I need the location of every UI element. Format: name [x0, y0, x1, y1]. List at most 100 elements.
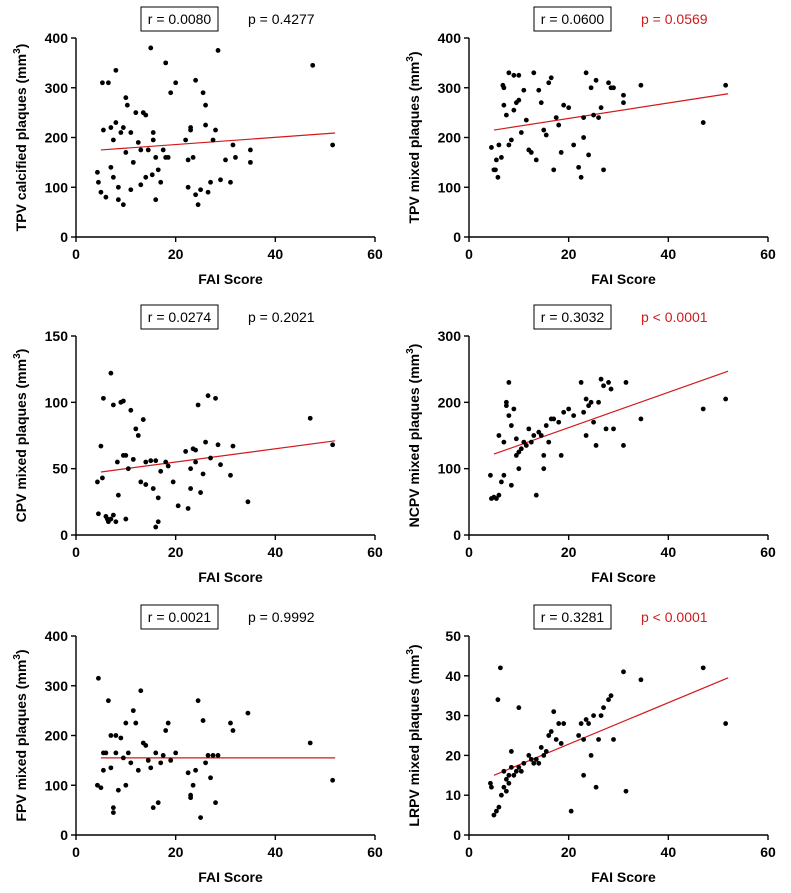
x-tick-label: 60 [760, 844, 776, 860]
regression-line [493, 93, 729, 131]
data-point [124, 102, 130, 108]
x-tick-label: 40 [268, 246, 284, 262]
y-tick-label: 40 [445, 668, 461, 684]
x-tick-label: 20 [561, 246, 577, 262]
data-point [168, 757, 174, 763]
data-point [526, 753, 532, 758]
data-point [115, 197, 121, 203]
data-point [193, 459, 199, 465]
data-point [153, 155, 159, 160]
data-point [583, 396, 589, 402]
r-value-box [533, 6, 612, 32]
data-point [150, 805, 156, 811]
y-tick-label: 200 [438, 394, 462, 410]
x-tick-label: 40 [661, 544, 677, 560]
data-point [228, 179, 233, 185]
data-point [98, 785, 104, 791]
data-point [508, 423, 514, 428]
y-tick-label: 300 [438, 80, 462, 96]
data-point [621, 669, 626, 675]
data-point [611, 737, 616, 742]
data-point [513, 768, 519, 774]
data-point [516, 466, 522, 472]
data-point [518, 446, 524, 452]
data-point [611, 426, 616, 432]
x-tick-label: 0 [72, 844, 80, 860]
data-point [516, 449, 522, 455]
data-point [591, 713, 596, 718]
data-point [160, 753, 166, 758]
data-point [155, 519, 161, 525]
data-point [153, 524, 159, 530]
r-value-label: r = 0.0080 [148, 11, 212, 27]
data-point [135, 767, 141, 773]
data-point [586, 152, 591, 158]
data-point [598, 713, 604, 718]
data-point [130, 159, 136, 165]
data-point [148, 45, 154, 51]
y-axis-title-main: NCPV mixed plaques (mm [406, 354, 422, 528]
y-axis-title-superscript: 3 [12, 353, 23, 359]
data-point [543, 749, 549, 754]
x-tick-label: 0 [465, 544, 473, 560]
data-point [149, 172, 155, 178]
data-point [603, 426, 609, 432]
data-point [101, 127, 106, 133]
y-tick-label: 400 [438, 30, 462, 46]
data-point [576, 733, 582, 738]
y-tick-label: 30 [445, 708, 461, 724]
data-point [601, 167, 606, 173]
data-point [553, 737, 559, 742]
data-point [208, 775, 213, 781]
data-point [494, 496, 499, 501]
data-point [546, 733, 552, 738]
data-point [508, 482, 514, 488]
data-point [561, 409, 567, 415]
data-point [307, 740, 313, 746]
data-point [503, 776, 509, 782]
data-point [153, 750, 159, 756]
data-point [123, 95, 129, 101]
data-point [511, 72, 517, 78]
y-tick-label: 0 [453, 827, 461, 843]
data-point [155, 495, 161, 501]
data-point [501, 439, 507, 445]
data-point [506, 142, 512, 148]
data-point [230, 728, 236, 733]
data-point [105, 698, 111, 704]
data-point [638, 416, 644, 422]
x-tick-label: 0 [72, 544, 80, 560]
data-point [511, 107, 517, 113]
x-tick-label: 0 [465, 246, 473, 262]
data-point [623, 788, 629, 794]
data-point [108, 164, 114, 170]
data-point [528, 756, 534, 762]
chart-panel-3: 0 50 100 150 0 20 40 60 FAI Score CPV mixed plaqu… [12, 304, 383, 585]
x-axis-title: FAI Score [198, 869, 263, 885]
y-tick-label: 0 [453, 229, 461, 245]
data-point [571, 142, 577, 148]
data-point [188, 486, 194, 491]
data-point [596, 115, 601, 120]
data-point [536, 760, 542, 766]
data-point [100, 80, 105, 86]
data-point [526, 426, 532, 432]
p-value-label: p = 0.4277 [248, 11, 315, 27]
data-point [163, 728, 169, 733]
data-point [498, 155, 504, 160]
data-point [228, 472, 233, 478]
data-point [210, 137, 216, 143]
data-point [130, 708, 136, 714]
x-axis-title: FAI Score [198, 271, 263, 287]
data-point [128, 130, 134, 135]
data-point [230, 142, 236, 148]
data-point [586, 403, 591, 409]
data-point [506, 780, 512, 786]
data-point [115, 492, 121, 498]
data-point [140, 417, 146, 422]
data-point [123, 720, 129, 726]
data-point [568, 808, 574, 814]
data-point [546, 439, 552, 445]
data-point [583, 717, 589, 722]
